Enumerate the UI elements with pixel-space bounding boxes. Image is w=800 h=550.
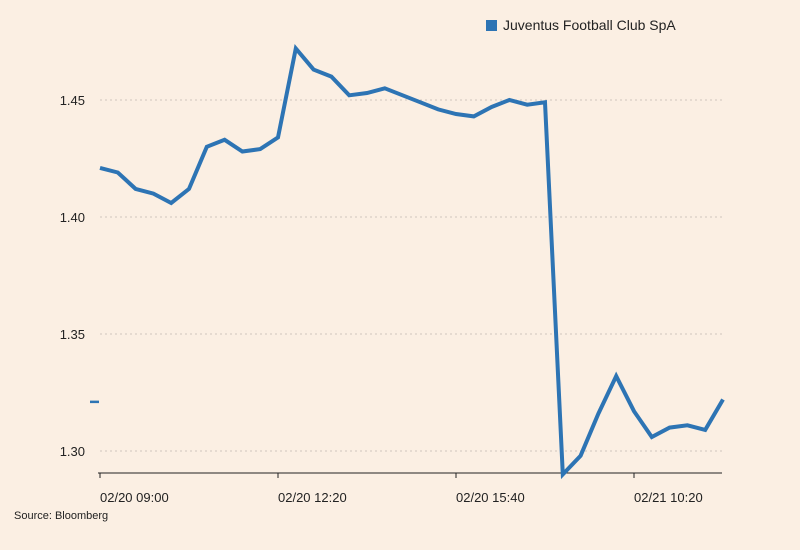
y-axis-ticks: 1.30 1.35 1.40 1.45 [60, 93, 85, 459]
x-tick-label: 02/20 09:00 [100, 490, 169, 505]
legend-swatch [486, 19, 497, 31]
source-note: Source: Bloomberg [14, 510, 109, 522]
y-tick-label: 1.45 [60, 93, 85, 108]
y-tick-label: 1.30 [60, 444, 85, 459]
legend-label: Juventus Football Club SpA [503, 17, 676, 33]
x-tick-label: 02/20 15:40 [456, 490, 525, 505]
x-tick-label: 02/20 12:20 [278, 490, 347, 505]
y-tick-label: 1.35 [60, 327, 85, 342]
x-tick-label: 02/21 10:20 [634, 490, 703, 505]
series-line-juventus [99, 44, 725, 480]
y-tick-label: 1.40 [60, 210, 85, 225]
x-axis-ticks: 02/20 09:00 02/20 12:20 02/20 15:40 02/21 1… [99, 473, 703, 505]
legend: Juventus Football Club SpA [486, 17, 676, 33]
